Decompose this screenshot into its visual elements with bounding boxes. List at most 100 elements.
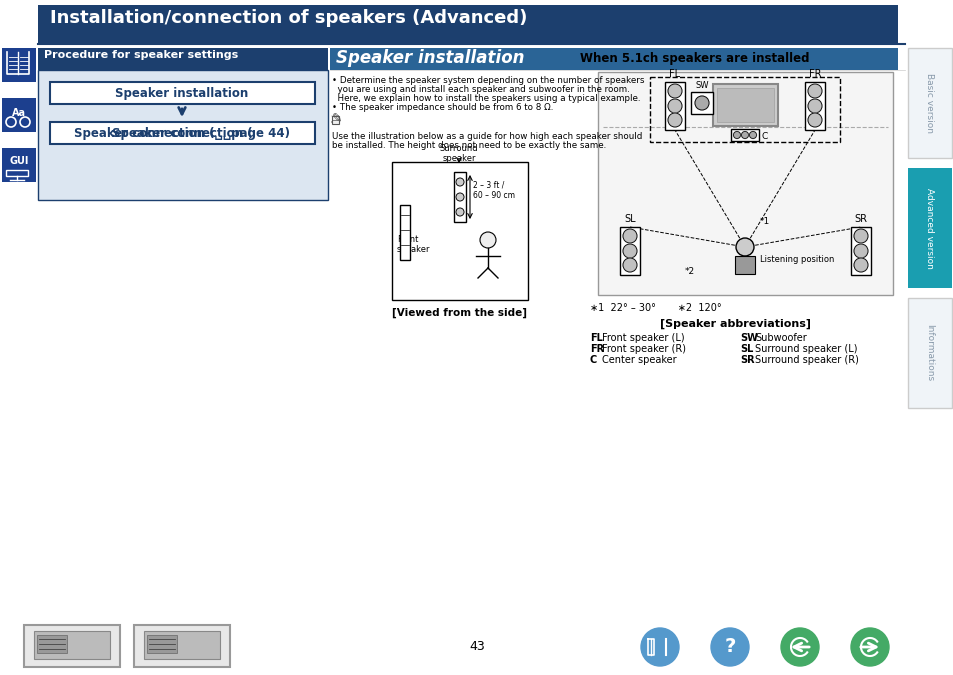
Bar [598, 72, 892, 295]
Circle shape [640, 628, 679, 666]
Bar [38, 70, 328, 200]
Bar [38, 48, 328, 70]
Bar [2, 98, 36, 132]
Circle shape [622, 229, 637, 243]
Text: *1: *1 [760, 217, 769, 226]
Circle shape [781, 628, 818, 666]
Bar [50, 82, 314, 104]
Text: C: C [761, 132, 767, 141]
Text: FL: FL [589, 333, 602, 343]
Text: Speaker connection (: Speaker connection ( [112, 126, 252, 140]
Text: Surround
speaker: Surround speaker [439, 144, 477, 163]
Text: Surround speaker (L): Surround speaker (L) [754, 344, 857, 354]
Text: Aa: Aa [12, 108, 26, 118]
Circle shape [695, 96, 708, 110]
Bar [24, 625, 120, 667]
Text: Center speaker: Center speaker [601, 355, 676, 365]
Bar [38, 5, 897, 43]
Circle shape [622, 258, 637, 272]
Bar [712, 84, 778, 126]
Text: ?: ? [723, 637, 735, 657]
Text: SL: SL [623, 214, 635, 224]
Text: 2 – 3 ft /
60 – 90 cm: 2 – 3 ft / 60 – 90 cm [473, 180, 515, 200]
Bar [619, 227, 639, 275]
Bar [907, 168, 951, 288]
Text: FR: FR [589, 344, 603, 354]
Text: Installation/connection of speakers (Advanced): Installation/connection of speakers (Adv… [50, 9, 527, 27]
Circle shape [733, 132, 740, 138]
Text: 43: 43 [469, 641, 484, 653]
Text: SR: SR [854, 214, 866, 224]
Text: Speaker installation: Speaker installation [115, 86, 249, 99]
Circle shape [622, 244, 637, 258]
Text: Front
speaker: Front speaker [396, 235, 430, 254]
Text: Speaker connection (␣␣page 44): Speaker connection (␣␣page 44) [74, 126, 290, 140]
Text: Advanced version: Advanced version [924, 188, 934, 269]
Text: Front speaker (R): Front speaker (R) [601, 344, 685, 354]
Text: ∗1  22° – 30°       ∗2  120°: ∗1 22° – 30° ∗2 120° [589, 303, 720, 313]
Bar [730, 129, 759, 141]
Bar [734, 256, 754, 274]
Text: Listening position: Listening position [760, 254, 834, 263]
Bar [717, 88, 773, 122]
Circle shape [853, 244, 867, 258]
Bar [37, 635, 67, 653]
Circle shape [850, 628, 888, 666]
Text: be installed. The height does not need to be exactly the same.: be installed. The height does not need t… [332, 141, 605, 150]
Bar [133, 625, 230, 667]
Circle shape [807, 113, 821, 127]
Circle shape [667, 84, 681, 98]
Text: *2: *2 [684, 267, 695, 276]
Bar [392, 162, 527, 300]
Bar [804, 82, 824, 130]
Circle shape [853, 258, 867, 272]
Bar [2, 148, 36, 182]
Text: Surround speaker (R): Surround speaker (R) [754, 355, 858, 365]
Bar [34, 631, 110, 659]
Text: GUI: GUI [10, 156, 29, 166]
Circle shape [667, 99, 681, 113]
Bar [907, 48, 951, 158]
Circle shape [853, 229, 867, 243]
Text: FL: FL [669, 69, 679, 79]
Text: [Speaker abbreviations]: [Speaker abbreviations] [659, 319, 811, 329]
Bar [6, 170, 28, 176]
Text: [Viewed from the side]: [Viewed from the side] [392, 308, 527, 319]
Text: Informations: Informations [924, 325, 934, 381]
Text: you are using and install each speaker and subwoofer in the room.: you are using and install each speaker a… [332, 85, 629, 94]
Text: Subwoofer: Subwoofer [754, 333, 806, 343]
Bar [454, 172, 465, 222]
Bar [907, 298, 951, 408]
Circle shape [456, 193, 463, 201]
Circle shape [667, 113, 681, 127]
Text: Here, we explain how to install the speakers using a typical example.: Here, we explain how to install the spea… [332, 94, 639, 103]
Bar [330, 48, 897, 70]
Text: When 5.1ch speakers are installed: When 5.1ch speakers are installed [579, 52, 809, 65]
Text: SL: SL [740, 344, 753, 354]
Text: SW: SW [695, 81, 708, 90]
Text: Procedure for speaker settings: Procedure for speaker settings [44, 50, 238, 60]
Text: SR: SR [740, 355, 754, 365]
Text: Basic version: Basic version [924, 73, 934, 133]
Circle shape [807, 99, 821, 113]
Text: FR: FR [808, 69, 821, 79]
Text: Speaker installation: Speaker installation [335, 49, 524, 67]
Text: ✎: ✎ [332, 112, 342, 125]
Text: C: C [589, 355, 597, 365]
Circle shape [456, 208, 463, 216]
Bar [690, 92, 712, 114]
Text: • Determine the speaker system depending on the number of speakers: • Determine the speaker system depending… [332, 76, 644, 85]
Bar [2, 148, 36, 182]
Bar [332, 116, 338, 124]
Bar [399, 205, 410, 260]
Circle shape [456, 178, 463, 186]
Circle shape [740, 132, 748, 138]
Bar [144, 631, 220, 659]
Bar [850, 227, 870, 275]
Text: Use the illustration below as a guide for how high each speaker should: Use the illustration below as a guide fo… [332, 132, 641, 141]
Circle shape [749, 132, 756, 138]
Bar [2, 48, 36, 82]
Circle shape [735, 238, 753, 256]
Bar [50, 122, 314, 144]
Text: • The speaker impedance should be from 6 to 8 Ω.: • The speaker impedance should be from 6… [332, 103, 553, 112]
